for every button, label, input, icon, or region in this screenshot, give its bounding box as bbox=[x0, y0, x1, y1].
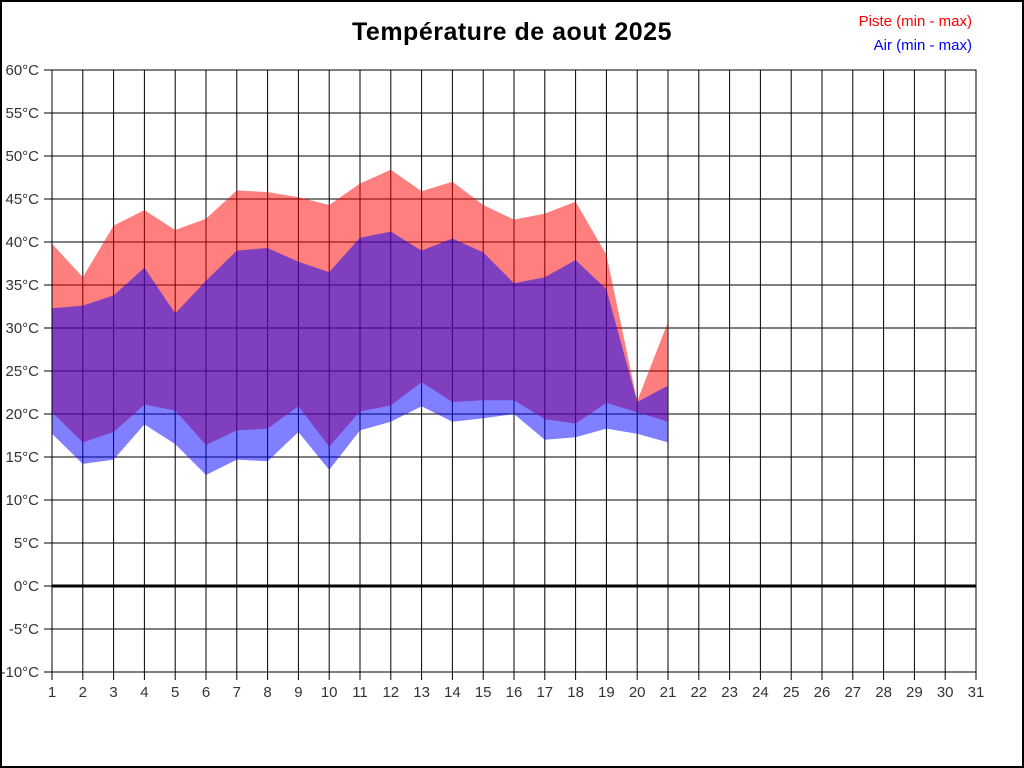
x-axis-label: 2 bbox=[79, 684, 87, 701]
legend-item-air: Air (min - max) bbox=[859, 34, 972, 58]
x-axis-label: 6 bbox=[202, 684, 210, 701]
y-axis-label: 20°C bbox=[5, 406, 39, 423]
y-axis-label: 5°C bbox=[14, 535, 39, 552]
plot-border bbox=[51, 69, 977, 673]
y-axis-label: 25°C bbox=[5, 363, 39, 380]
y-axis-label: 15°C bbox=[5, 449, 39, 466]
x-axis-label: 25 bbox=[783, 684, 800, 701]
legend-item-piste: Piste (min - max) bbox=[859, 10, 972, 34]
y-axis-label: 35°C bbox=[5, 277, 39, 294]
x-axis-label: 22 bbox=[690, 684, 707, 701]
y-axis-label: 0°C bbox=[14, 578, 39, 595]
air-band bbox=[52, 231, 668, 476]
x-axis-label: 11 bbox=[352, 684, 368, 701]
x-axis-label: 20 bbox=[629, 684, 646, 701]
y-axis-label: -5°C bbox=[9, 621, 39, 638]
x-axis-label: 10 bbox=[321, 684, 338, 701]
chart-title: Température de aout 2025 bbox=[352, 18, 672, 46]
x-axis-label: 29 bbox=[906, 684, 923, 701]
x-axis-label: 14 bbox=[444, 684, 461, 701]
x-axis-label: 5 bbox=[171, 684, 179, 701]
legend-label-piste: Piste (min - max) bbox=[858, 13, 972, 30]
x-axis-label: 3 bbox=[109, 684, 117, 701]
x-axis-label: 12 bbox=[382, 684, 399, 701]
legend-label-air: Air (min - max) bbox=[873, 37, 972, 54]
x-axis-label: 19 bbox=[598, 684, 615, 701]
legend: Piste (min - max) Air (min - max) bbox=[859, 10, 972, 58]
x-axis-label: 30 bbox=[937, 684, 954, 701]
x-axis-label: 27 bbox=[844, 684, 861, 701]
x-axis-label: 16 bbox=[506, 684, 523, 701]
x-axis-label: 1 bbox=[48, 684, 56, 701]
x-axis-label: 4 bbox=[140, 684, 148, 701]
x-axis-label: 18 bbox=[567, 684, 584, 701]
x-axis-label: 24 bbox=[752, 684, 769, 701]
y-axis-label: 45°C bbox=[5, 191, 39, 208]
y-axis-label: 60°C bbox=[5, 62, 39, 79]
x-axis-label: 31 bbox=[968, 684, 985, 701]
x-axis-label: 17 bbox=[536, 684, 553, 701]
y-axis-label: 10°C bbox=[5, 492, 39, 509]
y-axis-label: 40°C bbox=[5, 234, 39, 251]
x-axis-label: 13 bbox=[413, 684, 430, 701]
y-axis-label: 30°C bbox=[5, 320, 39, 337]
x-axis-label: 23 bbox=[721, 684, 738, 701]
x-axis-label: 21 bbox=[660, 684, 677, 701]
x-axis-label: 26 bbox=[814, 684, 831, 701]
x-axis-label: 9 bbox=[294, 684, 302, 701]
y-axis-label: -10°C bbox=[2, 664, 39, 681]
y-axis-label: 55°C bbox=[5, 105, 39, 122]
x-axis-label: 15 bbox=[475, 684, 492, 701]
x-axis-label: 7 bbox=[233, 684, 241, 701]
x-axis-label: 8 bbox=[263, 684, 271, 701]
x-axis-label: 28 bbox=[875, 684, 892, 701]
y-axis-label: 50°C bbox=[5, 148, 39, 165]
